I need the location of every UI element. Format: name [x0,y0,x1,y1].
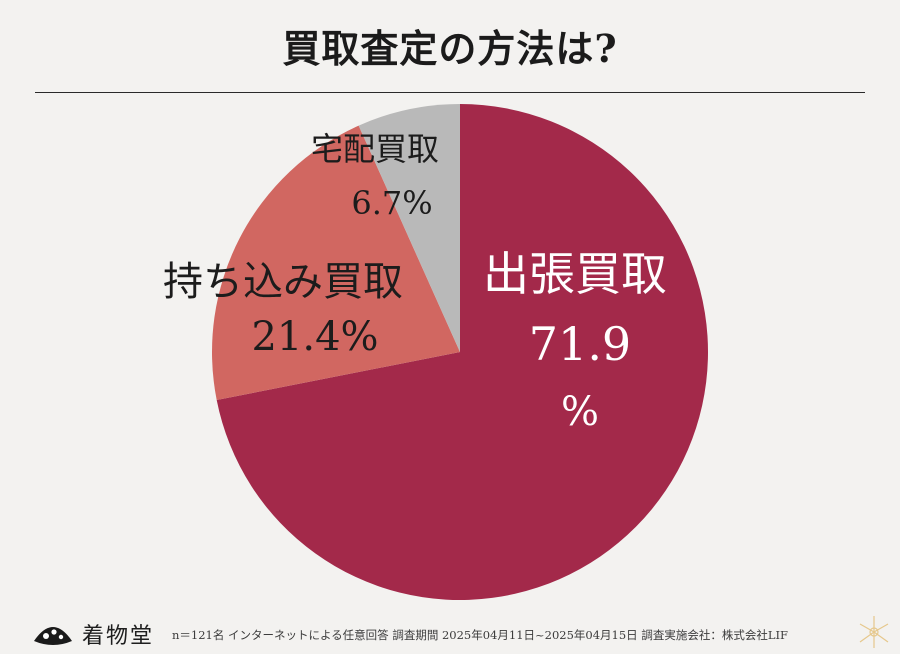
brand-name: 着物堂 [82,624,155,649]
pie-slice-mail [358,104,460,352]
pie-slice-dispatch [216,104,708,600]
flower-ornament-icon [859,616,889,648]
chart-title: 買取査定の方法は? [282,26,618,71]
slice-value-carry-in: 21.4% [251,314,378,360]
slice-value-dispatch: 71.9 [529,317,631,371]
slice-label-mail: 宅配買取 [311,130,439,168]
slice-label-dispatch: 出張買取 [483,247,667,301]
title-divider [35,92,865,93]
survey-footnote: n＝121名 インターネットによる任意回答 調査期間 2025年04月11日~2… [172,628,788,642]
brand: 着物堂 [32,620,155,649]
slice-value-mail: 6.7% [351,184,432,222]
slice-unit-dispatch: % [561,389,599,435]
fan-logo-icon [34,627,72,645]
pie-slice-carry-in [211,125,460,401]
slice-label-carry-in: 持ち込み買取 [163,259,403,305]
